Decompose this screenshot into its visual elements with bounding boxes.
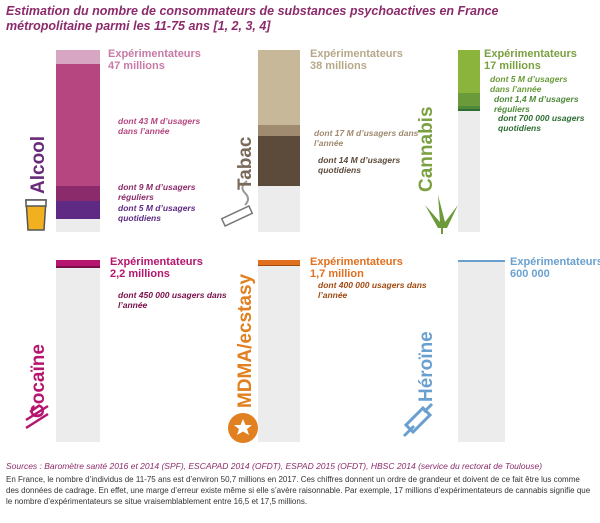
substance-name: Alcool xyxy=(28,135,49,194)
star-icon xyxy=(228,413,258,443)
bar xyxy=(56,260,100,268)
column-background xyxy=(458,260,505,442)
substance-name: Héroïne xyxy=(416,331,437,402)
substance-name: Cocaïne xyxy=(28,344,49,418)
heading: Expérimentateurs xyxy=(310,256,403,268)
sources: Sources : Baromètre santé 2016 et 2014 (… xyxy=(6,461,543,471)
value-label: 2,2 millions xyxy=(110,268,170,280)
lines-icon xyxy=(25,403,49,430)
column-background xyxy=(258,260,300,442)
substance-name: Tabac xyxy=(235,136,256,190)
title: Estimation du nombre de consommateurs de… xyxy=(6,4,499,33)
subset-label: dont 400 000 usagers dans l’année xyxy=(318,280,427,300)
bar xyxy=(258,136,300,187)
heading: Expérimentateurs xyxy=(484,48,577,60)
bar xyxy=(258,260,300,267)
value-label: 1,7 million xyxy=(310,268,364,280)
bar xyxy=(258,264,300,267)
bar xyxy=(458,260,505,263)
subset-label: dont 450 000 usagers dans l’année xyxy=(118,290,227,310)
subset-label: dont 1,4 M d’usagers réguliers xyxy=(494,94,579,114)
subset-label: dont 5 M d’usagers quotidiens xyxy=(118,203,196,223)
cigarette-icon xyxy=(220,180,254,227)
value-label: 38 millions xyxy=(310,60,367,72)
heading: Expérimentateurs xyxy=(310,48,403,60)
leaf-icon xyxy=(425,195,458,234)
syringe-icon xyxy=(402,402,434,438)
substance-name: Cannabis xyxy=(416,106,437,192)
subset-label: dont 17 M d’usagers dans l’année xyxy=(314,128,419,148)
subset-label: dont 9 M d’usagers réguliers xyxy=(118,182,196,202)
value-label: 17 millions xyxy=(484,60,541,72)
substance-name: MDMA/ecstasy xyxy=(235,273,256,408)
glass-icon xyxy=(25,199,47,231)
heading: Expérimentateurs xyxy=(108,48,201,60)
heading: Expérimentateurs xyxy=(110,256,203,268)
bar xyxy=(56,200,100,219)
subset-label: dont 700 000 usagers quotidiens xyxy=(498,113,585,133)
note: En France, le nombre d’individus de 11-7… xyxy=(6,475,591,506)
value-label: 47 millions xyxy=(108,60,165,72)
subset-label: dont 5 M d’usagers dans l’année xyxy=(490,74,568,94)
bar xyxy=(56,266,100,268)
heading: Expérimentateurs xyxy=(510,256,600,268)
bar xyxy=(458,108,480,111)
column-background xyxy=(56,260,100,442)
subset-label: dont 14 M d’usagers quotidiens xyxy=(318,155,401,175)
subset-label: dont 43 M d’usagers dans l’année xyxy=(118,116,201,136)
value-label: 600 000 xyxy=(510,268,550,280)
